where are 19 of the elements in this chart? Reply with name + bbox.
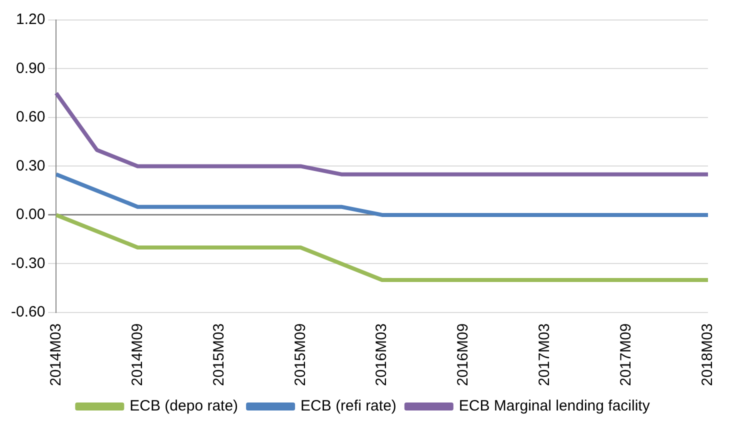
y-tick-label: 1.20 [16, 11, 46, 28]
x-tick-label: 2018M03 [699, 323, 716, 386]
legend-label: ECB Marginal lending facility [458, 398, 650, 415]
x-tick-label: 2017M09 [618, 323, 635, 386]
y-tick-label: 0.90 [16, 60, 46, 77]
y-tick-label: 0.60 [16, 108, 46, 126]
y-tick-label: 0.30 [16, 157, 46, 174]
y-tick-label: 0.00 [16, 206, 46, 224]
x-tick-label: 2016M09 [454, 323, 472, 386]
legend-label: ECB (depo rate) [130, 398, 238, 415]
x-tick-label: 2017M03 [536, 323, 554, 386]
y-tick-label: -0.30 [10, 254, 46, 272]
x-tick-label: 2015M09 [292, 323, 309, 386]
x-tick-label: 2016M03 [373, 323, 390, 386]
legend-label: ECB (refi rate) [300, 398, 396, 415]
x-tick-label: 2014M09 [128, 323, 146, 386]
x-tick-label: 2014M03 [47, 323, 64, 386]
y-tick-label: -0.60 [10, 304, 46, 321]
x-tick-label: 2015M03 [210, 323, 228, 386]
